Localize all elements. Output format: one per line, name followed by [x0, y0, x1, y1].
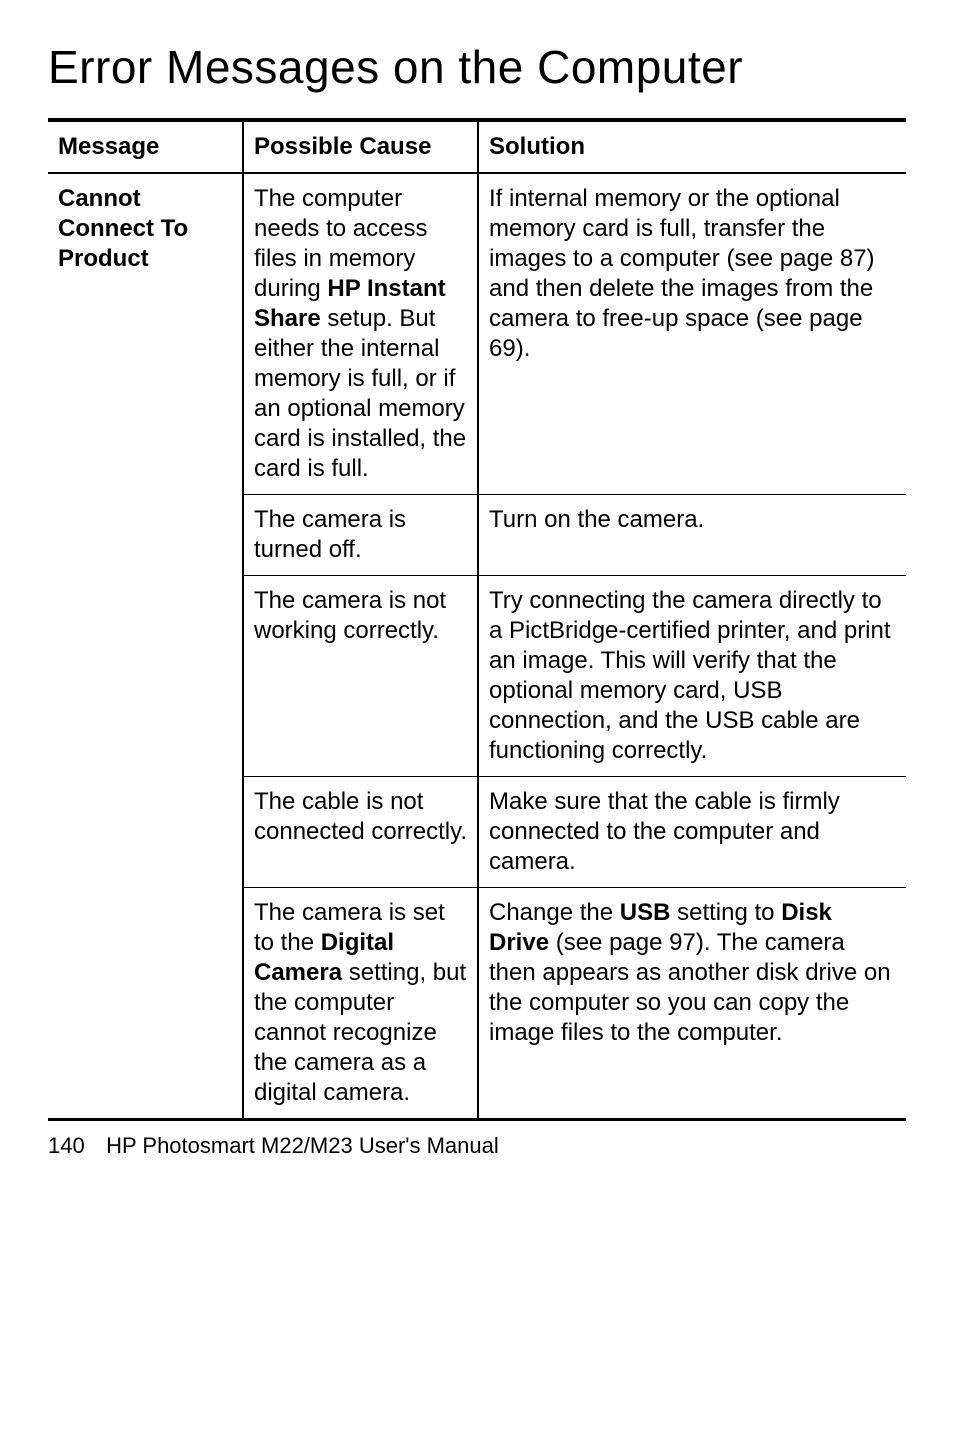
cause-cell: The camera is not working correctly.: [243, 576, 478, 777]
text: setting to: [670, 899, 781, 926]
col-solution: Solution: [478, 120, 906, 173]
col-cause: Possible Cause: [243, 120, 478, 173]
solution-cell: Turn on the camera.: [478, 495, 906, 576]
text: (see page 97). The camera then appears a…: [489, 929, 891, 1046]
solution-cell: If internal memory or the optional memor…: [478, 173, 906, 495]
footer-text: HP Photosmart M22/M23 User's Manual: [106, 1133, 499, 1158]
cause-cell: The camera is turned off.: [243, 495, 478, 576]
message-cell: Cannot Connect To Product: [48, 173, 243, 1120]
error-table: Message Possible Cause Solution Cannot C…: [48, 118, 906, 1121]
solution-cell: Change the USB setting to Disk Drive (se…: [478, 888, 906, 1120]
text: Change the: [489, 899, 620, 926]
footer: 140 HP Photosmart M22/M23 User's Manual: [48, 1133, 906, 1159]
page-title: Error Messages on the Computer: [48, 40, 906, 94]
col-message: Message: [48, 120, 243, 173]
cause-cell: The computer needs to access files in me…: [243, 173, 478, 495]
page-number: 140: [48, 1133, 100, 1159]
cause-cell: The cable is not connected correctly.: [243, 777, 478, 888]
solution-cell: Make sure that the cable is firmly conne…: [478, 777, 906, 888]
text-bold: USB: [620, 899, 671, 926]
solution-cell: Try connecting the camera directly to a …: [478, 576, 906, 777]
table-row: Cannot Connect To Product The computer n…: [48, 173, 906, 495]
cause-cell: The camera is set to the Digital Camera …: [243, 888, 478, 1120]
